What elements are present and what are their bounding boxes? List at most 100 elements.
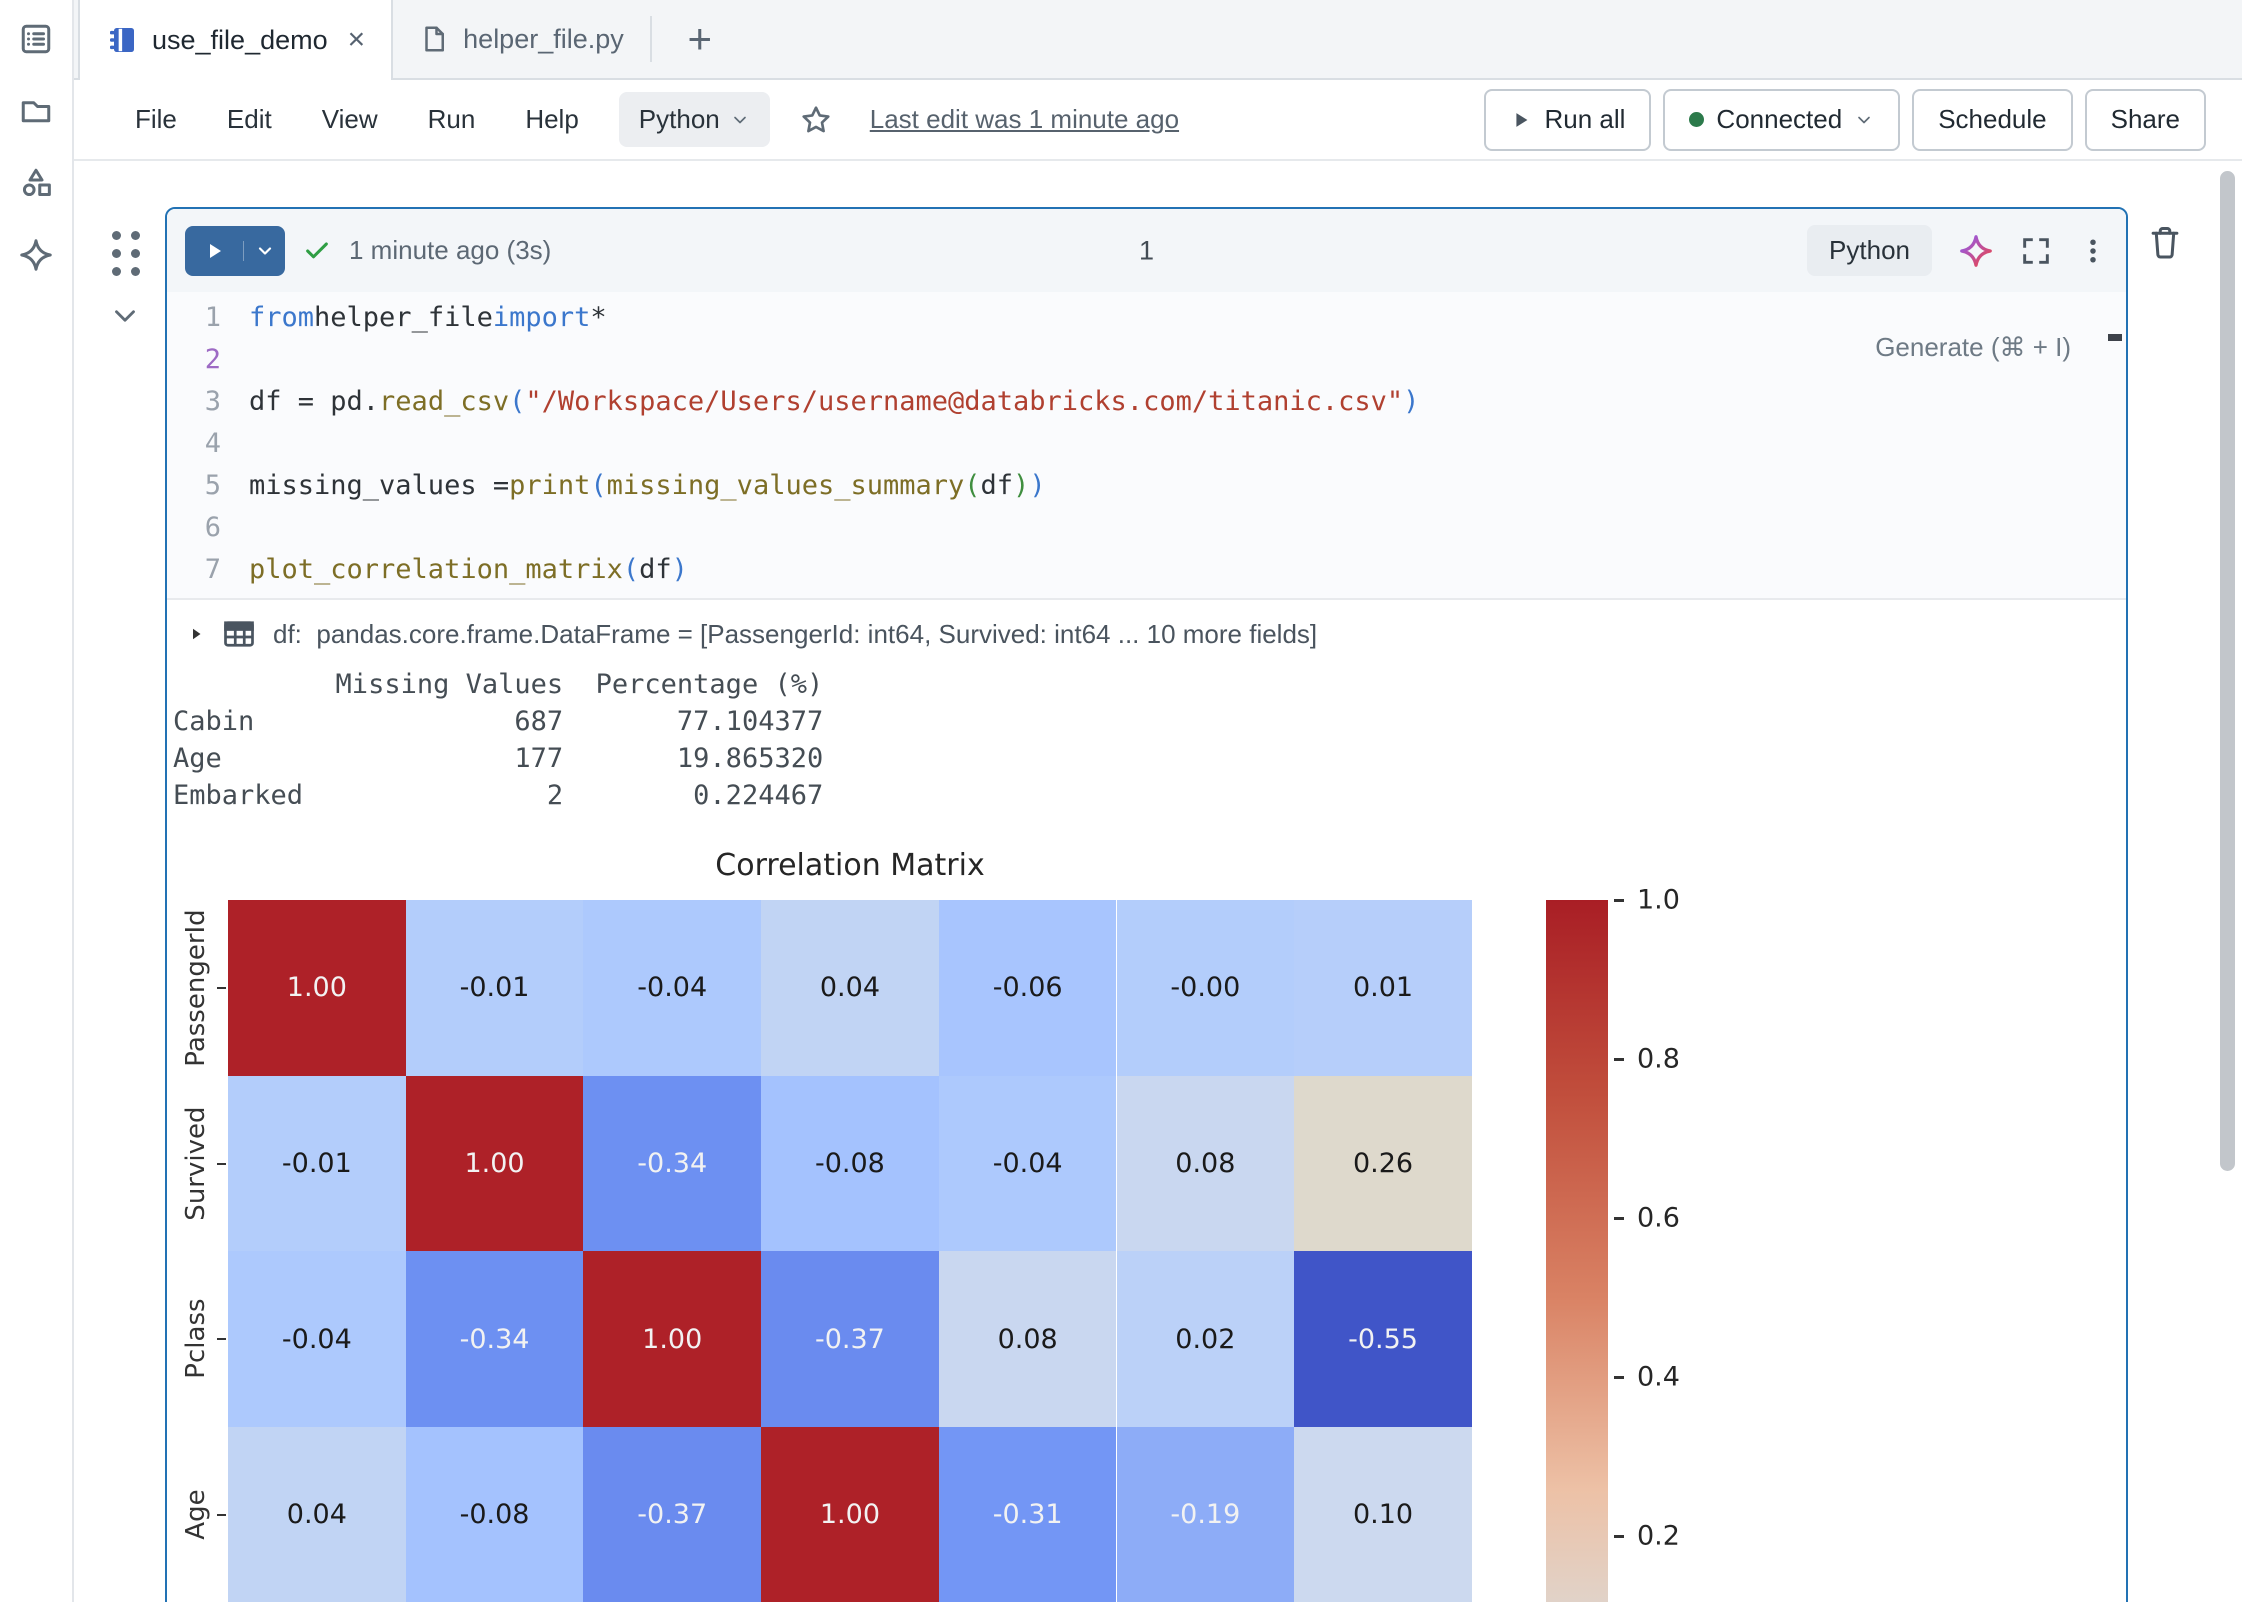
cell-collapse-chevron-icon[interactable] — [108, 299, 142, 336]
heatmap-cell: 1.00 — [405, 1075, 584, 1252]
heatmap-cell: -0.31 — [938, 1427, 1117, 1602]
run-icon[interactable] — [185, 239, 243, 263]
code-token: helper_file — [314, 302, 493, 333]
language-selector[interactable]: Python — [618, 92, 770, 147]
heatmap-cell: 0.02 — [1116, 1251, 1295, 1428]
menu-view[interactable]: View — [304, 94, 396, 145]
notebook-cell: 1 minute ago (3s) 1 Python — [165, 207, 2128, 1602]
code-token: ( — [622, 554, 640, 585]
code-token: * — [590, 302, 607, 333]
colorbar-tick — [1614, 1058, 1624, 1061]
heatmap-cell: 1.00 — [228, 900, 406, 1076]
page-scrollbar[interactable] — [2220, 171, 2235, 1171]
last-edit-link[interactable]: Last edit was 1 minute ago — [869, 104, 1180, 134]
line-number: 1 — [204, 302, 221, 333]
line-number: 6 — [204, 512, 221, 543]
assistant-sparkle-icon[interactable] — [1958, 233, 1994, 269]
heatmap-cell: -0.34 — [583, 1075, 762, 1252]
code-token: ( — [964, 470, 981, 501]
cell-drag-handle[interactable] — [112, 231, 140, 276]
colorbar-tick-label: 0.2 — [1637, 1520, 1680, 1552]
notebook-icon — [110, 28, 134, 52]
expand-caret-icon[interactable] — [187, 625, 205, 643]
colorbar-tick-label: 1.0 — [1637, 884, 1680, 916]
expand-fullscreen-icon[interactable] — [2020, 235, 2052, 267]
tab-helper-file[interactable]: helper_file.py — [393, 0, 650, 78]
menu-help[interactable]: Help — [507, 94, 596, 145]
favorite-star-icon[interactable] — [800, 104, 832, 136]
cell-language-pill[interactable]: Python — [1807, 225, 1932, 276]
code-token: ) — [1403, 386, 1420, 417]
run-all-button[interactable]: Run all — [1484, 88, 1652, 151]
line-number: 5 — [204, 470, 221, 501]
colorbar-tick — [1614, 1535, 1624, 1538]
chart-title: Correlation Matrix — [715, 848, 985, 883]
schedule-button[interactable]: Schedule — [1912, 88, 2073, 151]
code-token: missing_values_summary — [606, 470, 965, 501]
assistant-sparkle-icon[interactable] — [18, 237, 54, 273]
run-cell-button[interactable] — [185, 225, 285, 276]
y-axis-tick — [217, 986, 226, 989]
folder-icon[interactable] — [18, 93, 54, 129]
menu-file[interactable]: File — [117, 94, 195, 145]
colorbar-tick — [1614, 899, 1624, 902]
colorbar-tick — [1614, 1376, 1624, 1379]
heatmap-cell: -0.19 — [1116, 1427, 1295, 1602]
code-token: read_csv — [379, 386, 510, 417]
tab-separator — [649, 16, 652, 62]
tab-label: use_file_demo — [152, 24, 328, 55]
heatmap-cell: 0.01 — [1294, 900, 1472, 1076]
code-token: ( — [509, 386, 526, 417]
cell-number: 1 — [1138, 235, 1155, 265]
colorbar-tick — [1614, 1217, 1624, 1220]
code-line: 6 — [167, 507, 2126, 549]
code-token: ( — [590, 470, 607, 501]
tab-use-file-demo[interactable]: use_file_demo × — [78, 0, 394, 80]
code-line: 3 df = pd. read_csv("/Workspace/Users/user… — [167, 381, 2126, 423]
heatmap-cell: -0.37 — [583, 1427, 762, 1602]
code-token: ) — [1029, 470, 1046, 501]
heatmap-cell: -0.01 — [228, 1075, 406, 1252]
colorbar-tick-label: 0.6 — [1637, 1202, 1680, 1234]
share-button[interactable]: Share — [2084, 88, 2206, 151]
dataframe-summary-row: df: pandas.core.frame.DataFrame = [Passe… — [167, 600, 2126, 658]
heatmap-cell: 0.04 — [761, 900, 939, 1076]
heatmap-cell: -0.06 — [938, 900, 1117, 1076]
generate-hint: Generate (⌘ + I) — [1875, 332, 2071, 362]
heatmap-cell: -0.55 — [1294, 1251, 1472, 1428]
cursor-ruler-mark — [2108, 334, 2122, 341]
code-token: "/Workspace/Users/username@databricks.co… — [525, 386, 1404, 417]
notebook-toolbar: File Edit View Run Help Python Last edit was… — [74, 80, 2242, 161]
connected-status-dot — [1689, 112, 1705, 127]
cell-menu-kebab-icon[interactable] — [2078, 236, 2108, 266]
colorbar — [1546, 900, 1608, 1602]
menu-edit[interactable]: Edit — [209, 94, 290, 145]
close-tab-icon[interactable]: × — [347, 23, 366, 56]
menu-group: File Edit View Run Help — [117, 94, 597, 145]
cluster-connected-dropdown[interactable]: Connected — [1663, 88, 1901, 151]
code-token: missing_values = — [249, 470, 510, 501]
app-sidebar — [0, 0, 74, 1602]
new-tab-button[interactable]: + — [652, 0, 748, 78]
heatmap-plot: 1.00 -0.01 -0.04 0.04 -0.06 -0.00 0.01 -0.01 1.0… — [228, 900, 1472, 1602]
run-options-chevron-icon[interactable] — [243, 240, 285, 261]
code-editor[interactable]: Generate (⌘ + I) 1 from helper_file impor… — [167, 292, 2126, 598]
missing-values-table: Missing Values Percentage (%) Cabin 687 … — [173, 669, 824, 811]
y-axis-tick — [217, 1338, 226, 1341]
cell-toolbar-right: Python — [1807, 225, 2108, 276]
code-token: plot_correlation_matrix — [249, 554, 623, 585]
colorbar-tick-label: 0.4 — [1637, 1361, 1680, 1393]
menu-run[interactable]: Run — [410, 94, 494, 145]
delete-cell-trash-icon[interactable] — [2146, 223, 2184, 264]
heatmap-cell: 0.08 — [1116, 1075, 1295, 1252]
heatmap-cell: -0.37 — [761, 1251, 939, 1428]
workflows-icon[interactable] — [18, 165, 54, 201]
heatmap-cell: 0.04 — [228, 1427, 406, 1602]
y-axis-label: Survived — [181, 1106, 211, 1221]
code-line: 1 from helper_file import * — [167, 297, 2126, 339]
chevron-down-icon — [733, 116, 746, 123]
table-of-contents-icon[interactable] — [18, 21, 54, 57]
y-axis-label: Age — [181, 1489, 211, 1541]
dataframe-summary-text: df: pandas.core.frame.DataFrame = [Passe… — [273, 618, 1318, 649]
